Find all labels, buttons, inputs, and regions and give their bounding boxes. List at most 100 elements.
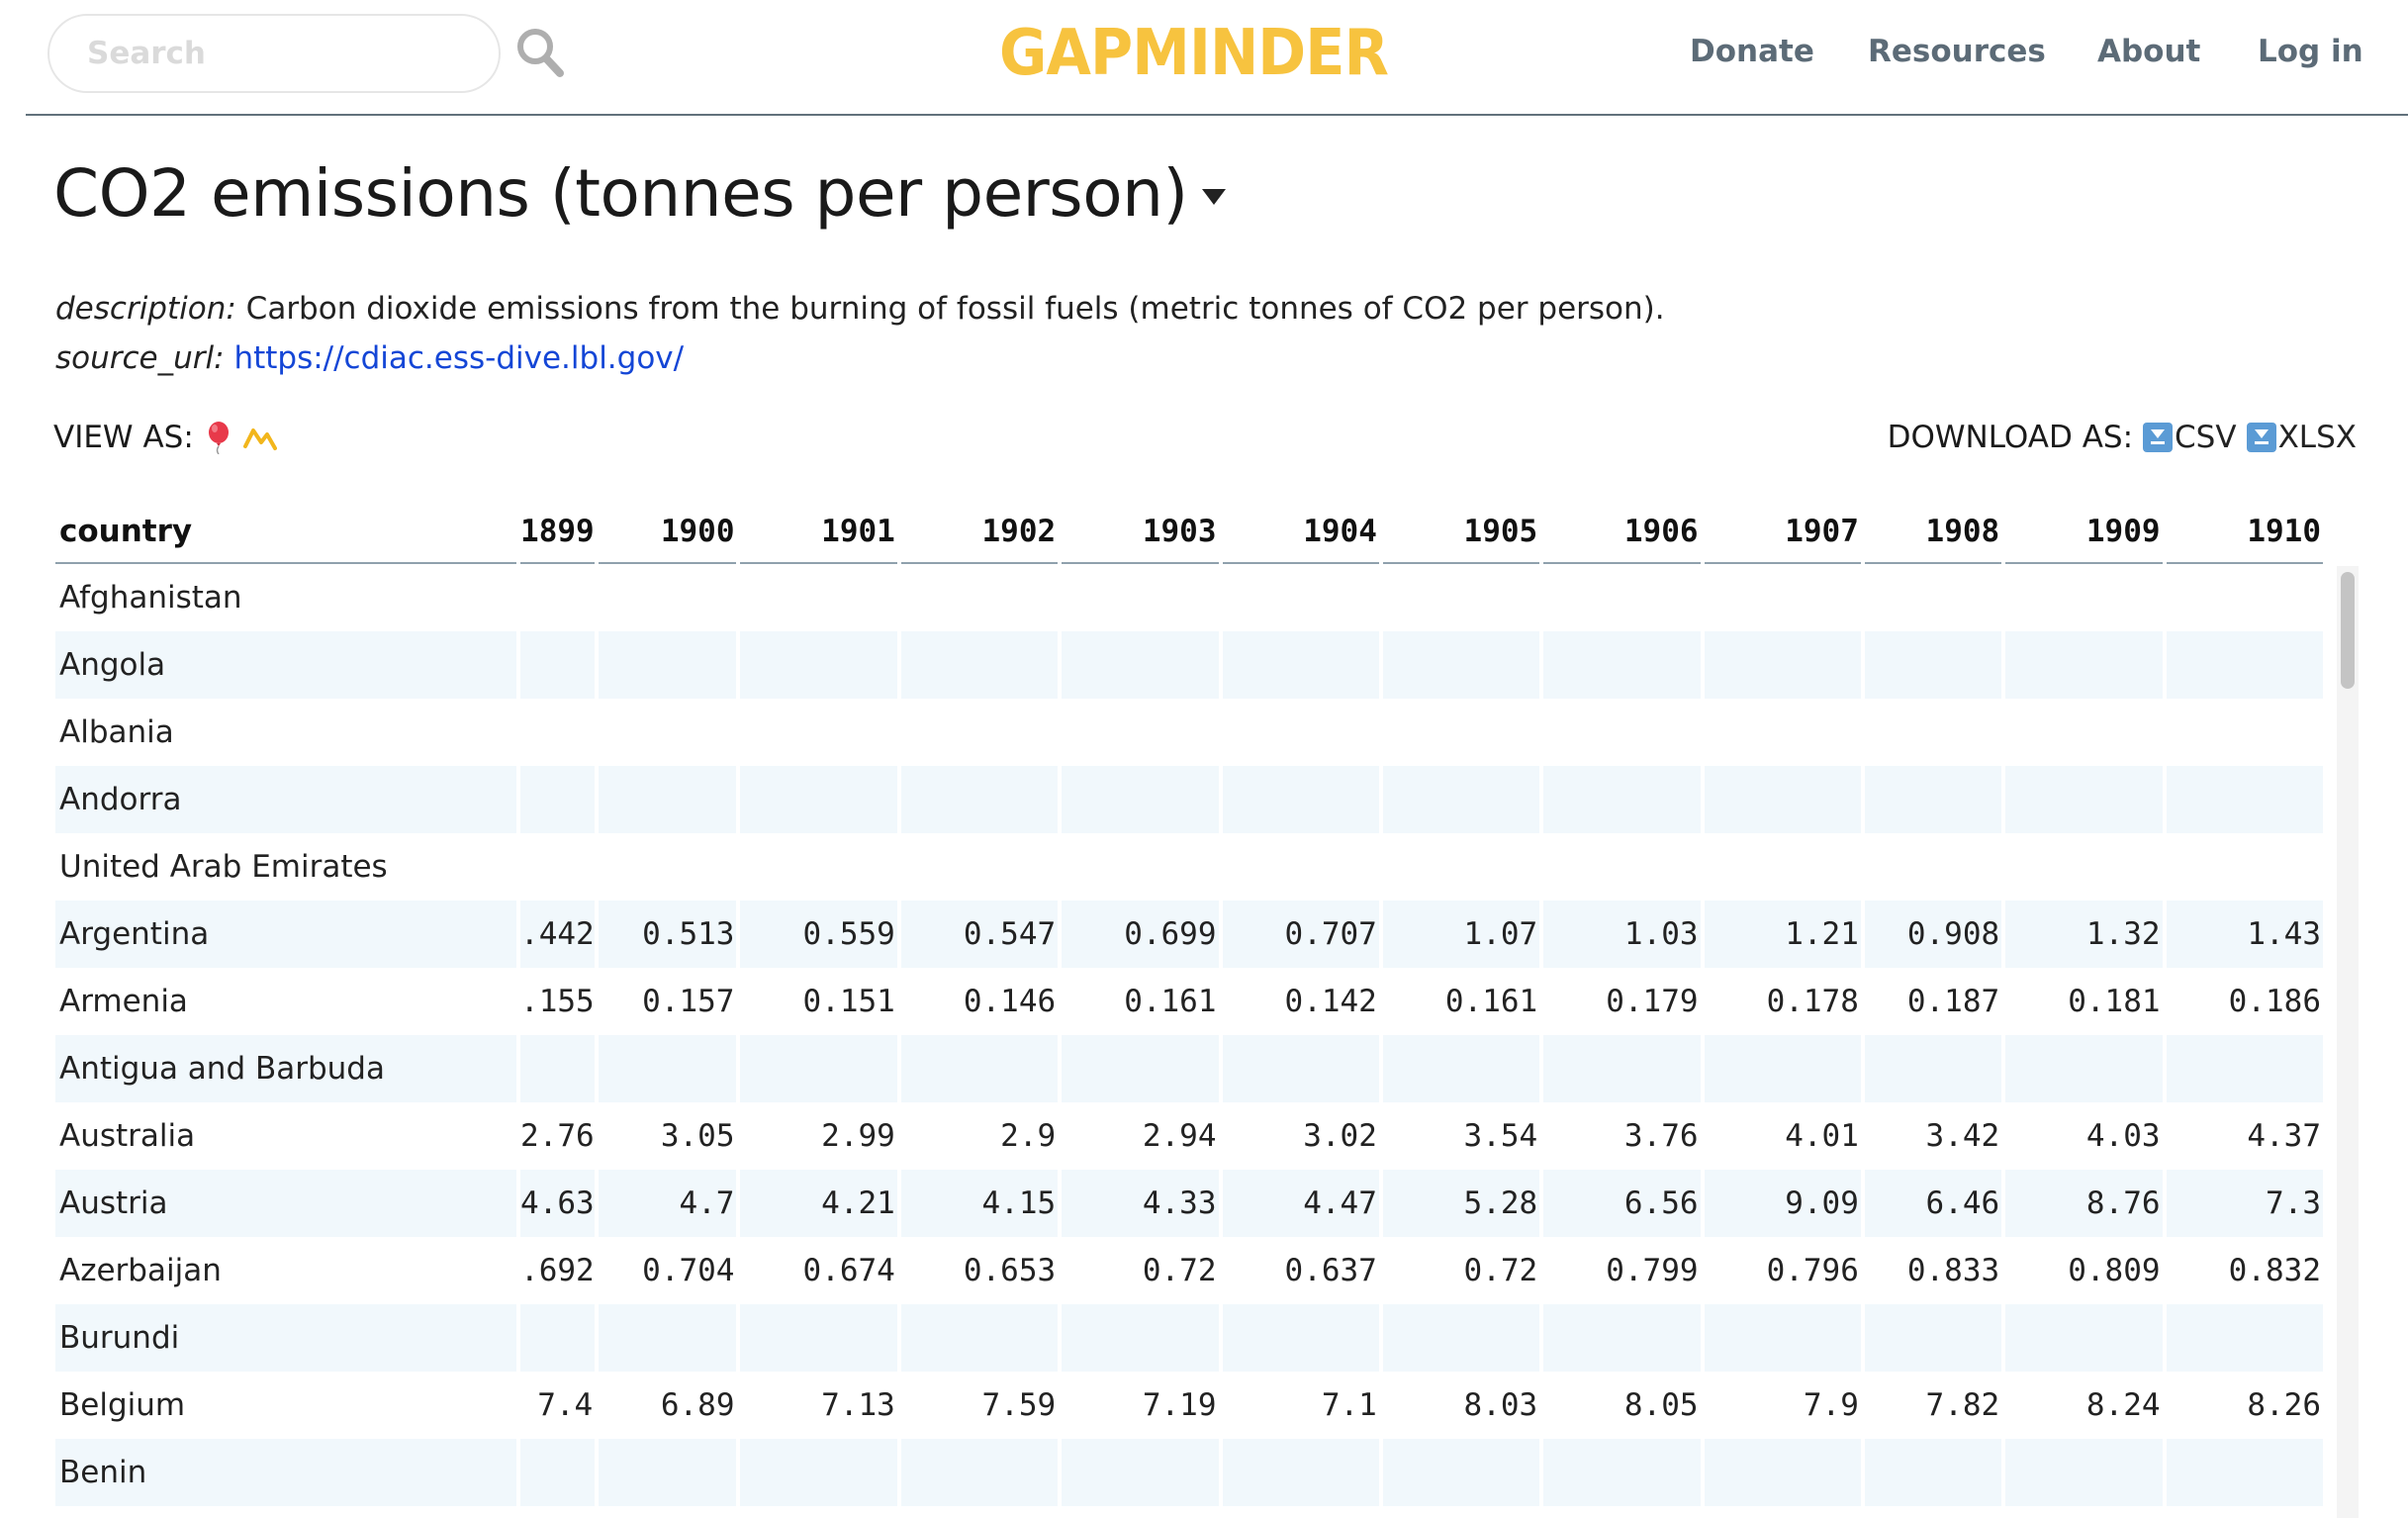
year-column-header[interactable]: 1910 xyxy=(2166,501,2323,564)
value-cell: 3.42 xyxy=(1925,1118,2000,1154)
value-cell: 0.161 xyxy=(1124,984,1217,1019)
source-label: source_url: xyxy=(55,340,225,376)
value-cell: 0.72 xyxy=(1142,1253,1217,1288)
value-cell xyxy=(1222,1439,1379,1506)
value-cell xyxy=(1865,833,2001,901)
value-cell xyxy=(2005,631,2163,699)
table-row: Albania xyxy=(55,699,2323,766)
value-cell xyxy=(901,699,1058,766)
nav-donate-link[interactable]: Donate xyxy=(1690,34,1814,69)
value-cell xyxy=(520,564,595,631)
year-column-header[interactable]: 1906 xyxy=(1543,501,1701,564)
nav-resources-link[interactable]: Resources xyxy=(1868,34,2046,69)
value-cell xyxy=(2166,766,2323,833)
value-cell xyxy=(2005,833,2162,901)
view-as-label: VIEW AS: xyxy=(53,420,194,455)
value-cell xyxy=(2166,1304,2323,1372)
value-cell: 0.547 xyxy=(900,901,1059,968)
value-cell: 0.653 xyxy=(963,1253,1057,1288)
table-row: Antigua and Barbuda xyxy=(55,1035,2323,1102)
nav-about-link[interactable]: About xyxy=(2097,34,2201,69)
value-cell xyxy=(740,1506,896,1518)
source-link[interactable]: https://cdiac.ess-dive.lbl.gov/ xyxy=(233,340,685,376)
value-cell xyxy=(2005,1439,2163,1506)
table-row: Armenia .155 0.157 0.151 0.146 0.161 0.142 0.16… xyxy=(55,968,2323,1035)
top-bar: GAPMINDER Donate Resources About Log in xyxy=(0,0,2408,117)
value-cell: 4.63 xyxy=(520,1170,596,1237)
value-cell xyxy=(1865,564,2001,631)
line-chart-icon[interactable] xyxy=(242,423,277,452)
year-column-header[interactable]: 1904 xyxy=(1222,501,1379,564)
value-cell: 3.76 xyxy=(1623,1118,1699,1154)
year-column-header[interactable]: 1907 xyxy=(1704,501,1861,564)
value-cell xyxy=(1704,766,1861,833)
download-as-bar: DOWNLOAD AS: CSV XLSX xyxy=(1888,420,2357,455)
value-cell xyxy=(1382,766,1540,833)
value-cell xyxy=(900,631,1059,699)
value-cell xyxy=(1223,1506,1379,1518)
value-cell xyxy=(599,631,737,699)
value-cell: 4.47 xyxy=(1222,1170,1379,1237)
table-body: Afghanistan Angola Albania Andorra United Ar… xyxy=(55,564,2323,1518)
country-cell: Benin xyxy=(55,1439,517,1506)
value-cell: 0.513 xyxy=(599,901,737,968)
table-row xyxy=(55,1506,2323,1518)
value-cell: 1.21 xyxy=(1704,901,1861,968)
gapminder-logo[interactable]: GAPMINDER xyxy=(999,17,1389,90)
value-cell: 2.94 xyxy=(1142,1118,1217,1154)
year-column-header[interactable]: 1903 xyxy=(1062,501,1219,564)
balloon-icon[interactable] xyxy=(206,421,232,454)
value-cell: 2.9 xyxy=(1000,1118,1057,1154)
table-row: Austria 4.63 4.7 4.21 4.15 4.33 4.47 5.28 6.56 9.… xyxy=(55,1170,2323,1237)
value-cell xyxy=(1543,631,1701,699)
value-cell: 2.76 xyxy=(520,1118,595,1154)
country-cell: Burundi xyxy=(55,1304,517,1372)
search-icon[interactable] xyxy=(514,26,566,81)
scrollbar-thumb[interactable] xyxy=(2341,572,2355,689)
year-column-header[interactable]: 1902 xyxy=(900,501,1059,564)
value-cell xyxy=(2166,1439,2323,1506)
value-cell xyxy=(1704,631,1861,699)
dataset-title-selector[interactable]: CO2 emissions (tonnes per person) xyxy=(53,150,1226,236)
value-cell: 9.09 xyxy=(1704,1170,1861,1237)
value-cell: 6.46 xyxy=(1864,1170,2002,1237)
value-cell xyxy=(1864,1304,2002,1372)
country-cell: Belgium xyxy=(59,1387,186,1423)
value-cell xyxy=(1062,564,1218,631)
value-cell xyxy=(1704,1304,1861,1372)
value-cell xyxy=(1864,631,2002,699)
year-column-header[interactable]: 1899 xyxy=(520,501,596,564)
download-csv-button[interactable]: CSV xyxy=(2143,420,2237,455)
value-cell xyxy=(1543,766,1701,833)
year-column-header[interactable]: 1901 xyxy=(740,501,897,564)
value-cell xyxy=(2166,1035,2323,1102)
year-column-header[interactable]: 1908 xyxy=(1864,501,2002,564)
caret-down-icon[interactable] xyxy=(1201,189,1226,205)
year-column-header[interactable]: 1900 xyxy=(599,501,737,564)
search-box[interactable] xyxy=(47,14,501,93)
country-column-header[interactable]: country xyxy=(55,501,517,564)
value-cell xyxy=(901,1506,1058,1518)
value-cell xyxy=(520,766,596,833)
view-as-bar: VIEW AS: xyxy=(53,420,277,455)
country-cell: Australia xyxy=(59,1118,196,1154)
value-cell xyxy=(1382,1439,1540,1506)
value-cell: 0.151 xyxy=(802,984,895,1019)
value-cell: 8.76 xyxy=(2005,1170,2163,1237)
year-column-header[interactable]: 1905 xyxy=(1382,501,1540,564)
table-row: Angola xyxy=(55,631,2323,699)
value-cell xyxy=(1705,833,1861,901)
value-cell: 0.637 xyxy=(1284,1253,1377,1288)
nav-login-link[interactable]: Log in xyxy=(2258,34,2363,69)
table-scrollbar[interactable] xyxy=(2337,566,2359,1518)
value-cell xyxy=(1704,1439,1861,1506)
download-as-label: DOWNLOAD AS: xyxy=(1887,420,2134,455)
download-xlsx-button[interactable]: XLSX xyxy=(2246,420,2357,455)
search-input[interactable] xyxy=(49,16,499,91)
country-cell: Antigua and Barbuda xyxy=(55,1035,517,1102)
year-column-header[interactable]: 1909 xyxy=(2005,501,2163,564)
value-cell xyxy=(1705,1506,1861,1518)
value-cell: 7.1 xyxy=(1321,1387,1377,1423)
value-cell xyxy=(740,833,896,901)
data-table-container[interactable]: country 1899 1900 1901 1902 1903 1904 1905 1906… xyxy=(55,501,2331,1518)
